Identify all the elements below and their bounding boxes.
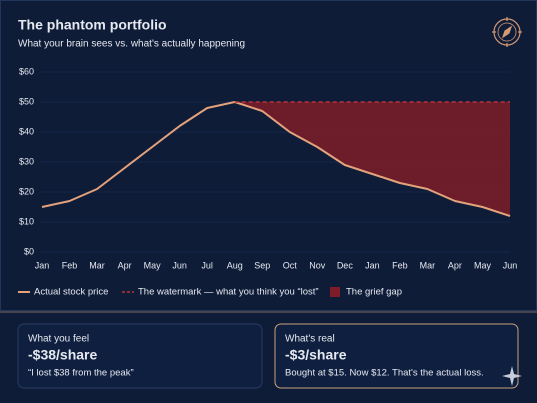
- card-note: Bought at $15. Now $12. That's the actua…: [285, 368, 484, 379]
- y-tick-label: $0: [24, 246, 34, 256]
- x-tick-label: Oct: [283, 260, 298, 270]
- grief-gap-area: [234, 102, 511, 216]
- compass-icon: [492, 17, 522, 47]
- x-tick-label: Sep: [254, 260, 270, 270]
- x-tick-label: Mar: [89, 260, 105, 270]
- legend: Actual stock price The watermark — what y…: [18, 287, 402, 298]
- chart-subtitle: What your brain sees vs. what's actually…: [18, 39, 245, 50]
- legend-label: The watermark — what you think you “lost…: [138, 287, 319, 298]
- sparkle-icon: [502, 366, 522, 386]
- y-tick-label: $30: [19, 156, 34, 166]
- x-tick-label: Mar: [420, 260, 436, 270]
- chart-title: The phantom portfolio: [18, 17, 167, 33]
- x-tick-label: Feb: [392, 260, 408, 270]
- legend-label: The grief gap: [346, 287, 402, 298]
- y-tick-label: $40: [19, 126, 34, 136]
- x-tick-label: Jul: [201, 260, 213, 270]
- x-tick-label: Apr: [448, 260, 462, 270]
- card-label: What's real: [285, 334, 335, 345]
- card-value: -$3/share: [285, 347, 347, 363]
- x-tick-label: Nov: [309, 260, 326, 270]
- x-tick-label: Aug: [227, 260, 243, 270]
- legend-swatch: [330, 287, 340, 297]
- card-note: “I lost $38 from the peak”: [28, 368, 134, 379]
- x-tick-label: Jan: [35, 260, 50, 270]
- x-tick-label: Jan: [365, 260, 380, 270]
- card: [274, 323, 519, 389]
- series-line: [41, 101, 511, 217]
- y-tick-label: $60: [19, 66, 34, 76]
- y-tick-label: $10: [19, 216, 34, 226]
- plot: $0 $10 $20 $30 $40 $50 $60 Jan Feb Mar Apr May Jun Ju…: [19, 66, 517, 270]
- x-tick-label: Feb: [62, 260, 78, 270]
- legend-label: Actual stock price: [34, 287, 108, 298]
- x-tick-label: Apr: [118, 260, 132, 270]
- x-tick-label: Jun: [503, 260, 518, 270]
- card-value: -$38/share: [28, 347, 97, 363]
- x-tick-label: May: [474, 260, 492, 270]
- x-tick-label: Dec: [337, 260, 354, 270]
- card: [17, 323, 263, 389]
- y-tick-label: $20: [19, 186, 34, 196]
- x-tick-label: May: [144, 260, 162, 270]
- x-tick-label: Jun: [172, 260, 187, 270]
- card-label: What you feel: [28, 334, 89, 345]
- y-tick-label: $50: [19, 96, 34, 106]
